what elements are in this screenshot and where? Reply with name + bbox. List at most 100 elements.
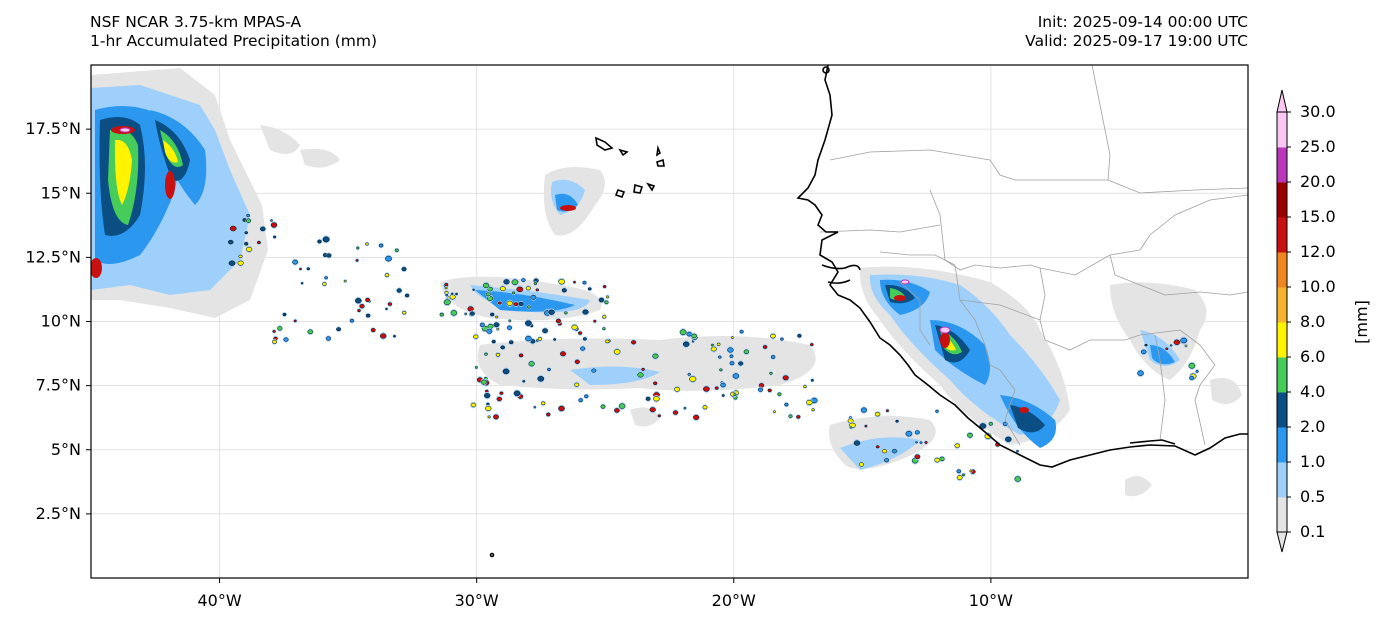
cell-core (493, 414, 499, 420)
cell-core (503, 279, 510, 285)
cell-core (919, 441, 923, 444)
lon-tick-label: 10°W (969, 591, 1013, 610)
cell-core (757, 387, 764, 392)
cell-core (485, 292, 491, 297)
cell-core (653, 381, 658, 386)
cell-core (686, 331, 693, 337)
colorbar-segment (1277, 182, 1287, 218)
cell-core (487, 286, 493, 292)
cell-core (602, 315, 607, 319)
cell-core (703, 386, 710, 392)
colorbar-segment (1277, 322, 1287, 358)
cell-core (464, 312, 468, 316)
cell-core (228, 260, 236, 266)
cell-core (511, 291, 516, 295)
cell-core (598, 297, 605, 303)
colorbar-segment (1277, 392, 1287, 428)
convective-cells (227, 213, 1199, 483)
cell-core (961, 473, 966, 477)
cell-core (604, 300, 609, 305)
cell-core (277, 326, 283, 331)
cell-core (637, 372, 644, 378)
cell-core (480, 379, 487, 385)
cell-core (1014, 476, 1022, 482)
cell-core (729, 354, 734, 358)
colorbar-level-label: 8.0 (1300, 312, 1325, 331)
colorbar-level-label: 4.0 (1300, 382, 1325, 401)
lat-tick-label: 10°N (41, 312, 81, 331)
cell-core (574, 382, 580, 387)
cell-core (874, 412, 881, 417)
colorbar-segment (1277, 497, 1287, 533)
cell-core (591, 368, 597, 373)
cell-core (445, 293, 449, 297)
cell-core (969, 469, 973, 473)
cell-core (300, 282, 304, 285)
cell-core (525, 286, 531, 291)
cell-core (914, 430, 920, 435)
cell-core (307, 329, 314, 335)
colorbar: 0.1 0.5 1.0 2.0 4.0 6.0 8.0 10.0 12.0 15.0 20.0 25.… (1276, 89, 1336, 553)
cell-core (502, 368, 510, 375)
cell-core (721, 394, 725, 397)
cell-core (530, 294, 537, 300)
cell-core (564, 311, 568, 315)
cell-core (679, 329, 687, 335)
colorbar-segment (1277, 287, 1287, 323)
cell-core (542, 328, 548, 334)
cell-core (553, 338, 557, 341)
cell-core (394, 248, 399, 252)
cell-core (499, 286, 506, 292)
colorbar-segment (1277, 427, 1287, 463)
cell-core (227, 239, 234, 245)
cell-core (1165, 347, 1169, 351)
cell-core (444, 282, 449, 287)
cell-core (495, 315, 499, 319)
cell-core (716, 342, 721, 346)
cell-core (500, 345, 505, 350)
lat-tick-label: 12.5°N (25, 247, 81, 266)
cell-core (485, 405, 492, 411)
cell-core (402, 310, 407, 315)
cell-core (482, 282, 490, 289)
cell-core (777, 392, 782, 396)
cell-core (762, 345, 768, 349)
cell-core (444, 286, 448, 290)
cell-core (324, 276, 328, 280)
cell-core (605, 295, 610, 299)
colorbar-segment (1277, 462, 1287, 498)
cell-core (479, 322, 485, 327)
cell-core (780, 337, 784, 341)
cell-core (773, 410, 776, 413)
cell-core (525, 335, 532, 342)
cell-core (657, 414, 661, 418)
colorbar-unit-label: [mm] (1352, 300, 1371, 344)
cell-core (613, 349, 621, 355)
cell-core (547, 367, 551, 372)
cell-core (496, 396, 502, 402)
colorbar-extend-max (1276, 89, 1288, 113)
cell-core (770, 333, 776, 339)
cell-core (602, 285, 607, 289)
cell-core (548, 309, 555, 315)
cell-core (645, 396, 651, 401)
cell-core (246, 213, 250, 218)
cell-core (914, 454, 921, 460)
precip-12-15 (91, 126, 1029, 413)
lat-tick-label: 5°N (51, 440, 81, 459)
cell-core (788, 414, 793, 418)
cell-core (365, 313, 371, 318)
colorbar-segment (1277, 112, 1287, 148)
cell-core (270, 222, 278, 228)
cell-core (473, 334, 479, 339)
cell-core (582, 281, 587, 285)
cell-core (905, 430, 913, 437)
cell-core (600, 404, 606, 409)
cell-core (245, 218, 252, 223)
cell-core (282, 312, 287, 317)
cell-core (882, 449, 887, 454)
cell-core (229, 225, 237, 232)
cell-core (511, 279, 519, 285)
cell-core (355, 259, 359, 262)
cell-core (533, 406, 537, 409)
